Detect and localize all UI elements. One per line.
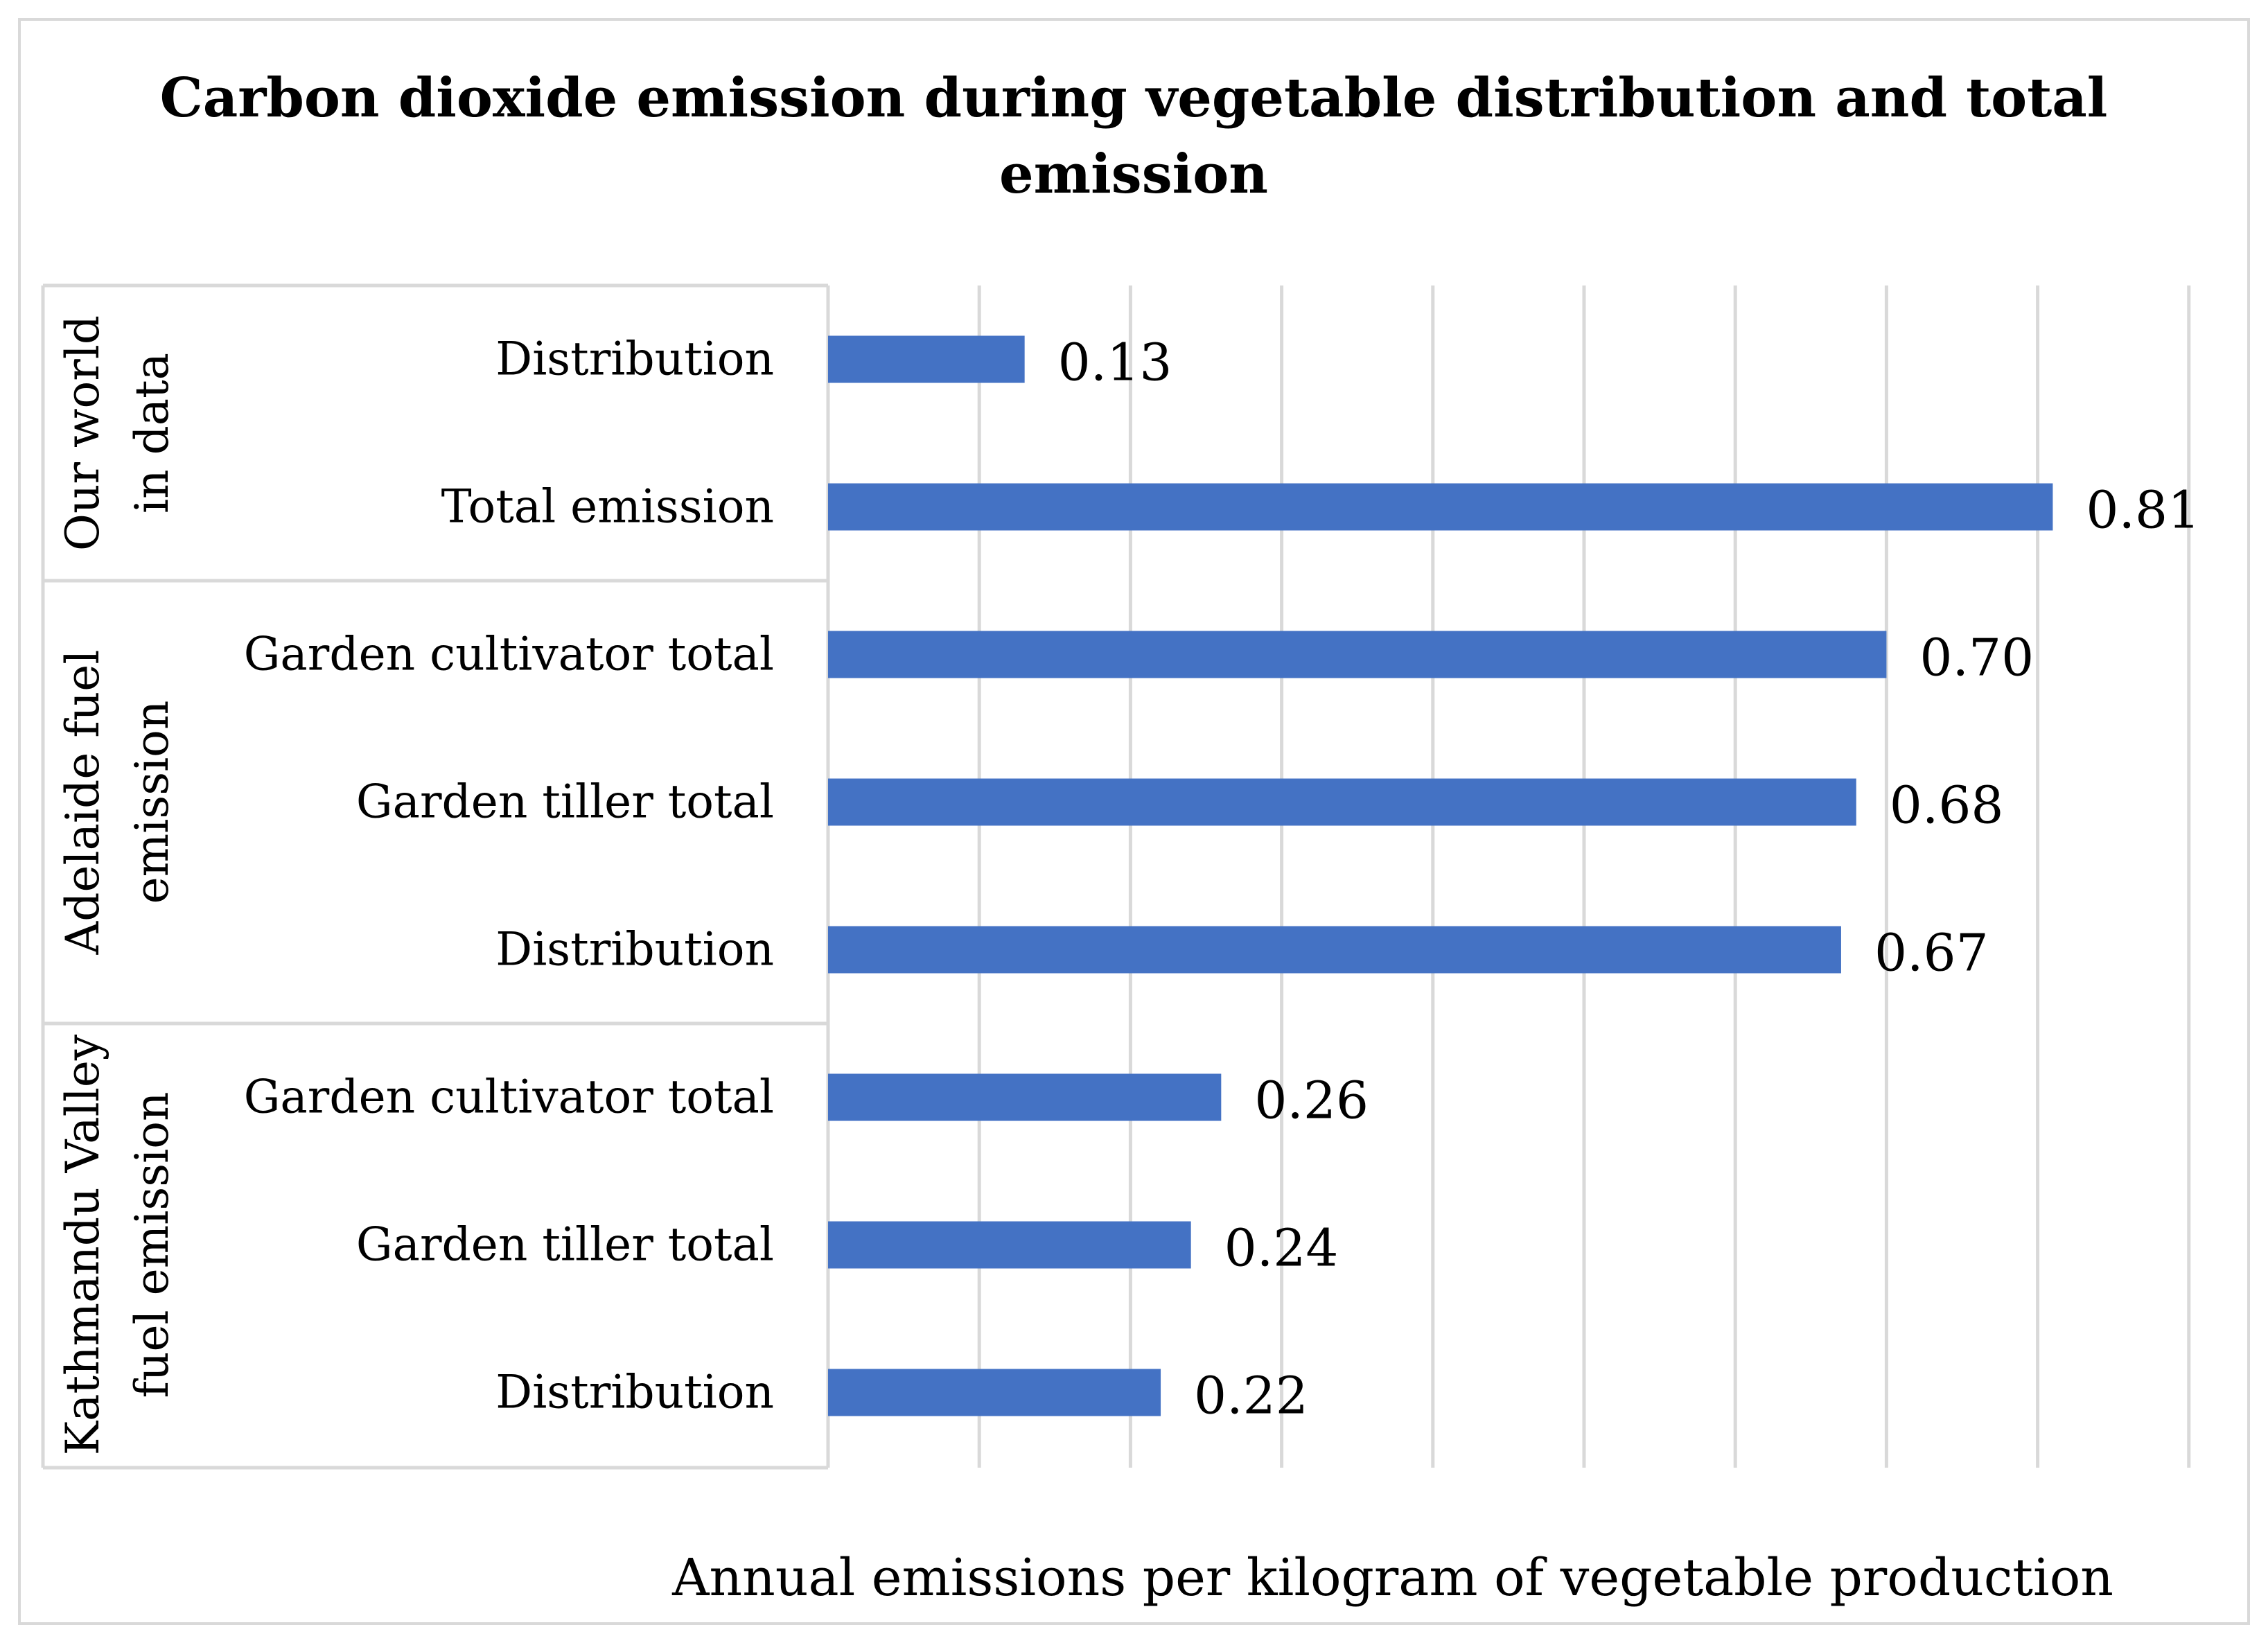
category-label-table: Our world in data Distribution Total emissi… <box>41 283 830 1470</box>
bar <box>828 1221 1191 1269</box>
bar <box>828 1369 1161 1416</box>
bar <box>828 778 1856 826</box>
group-label-line: Kathmandu Valley <box>56 1034 109 1455</box>
category-label: Distribution <box>495 923 774 976</box>
bar-value-label: 0.67 <box>1874 924 1989 983</box>
category-label: Garden tiller total <box>356 775 774 829</box>
chart-title-line-1: Carbon dioxide emission during vegetable… <box>160 67 2108 130</box>
group-label-line: emission <box>125 701 179 904</box>
group-label: Kathmandu Valley fuel emission <box>56 1034 179 1455</box>
bar <box>828 483 2053 531</box>
category-label: Garden cultivator total <box>244 1071 774 1124</box>
bar-value-label: 0.22 <box>1194 1367 1308 1426</box>
bar-value-label: 0.26 <box>1254 1071 1369 1131</box>
group-label-line: Our world <box>56 315 109 551</box>
bar-value-label: 0.68 <box>1890 776 2004 836</box>
bar-value-label: 0.81 <box>2086 481 2200 541</box>
bars: 0.13 0.81 0.70 0.68 0.67 0.26 0.24 0.22 <box>828 333 2200 1426</box>
group-label-line: fuel emission <box>125 1092 179 1398</box>
group-label-line: in data <box>125 353 179 513</box>
bar <box>828 335 1025 383</box>
category-label: Total emission <box>441 480 774 534</box>
bar <box>828 1073 1222 1121</box>
category-label: Distribution <box>495 333 774 386</box>
group-label: Adelaide fuel emission <box>56 650 179 956</box>
bar-value-label: 0.24 <box>1224 1219 1339 1279</box>
gridlines <box>977 285 2191 1468</box>
chart-title-line-2: emission <box>999 143 1268 206</box>
bar <box>828 926 1841 974</box>
bar-value-label: 0.13 <box>1058 333 1172 393</box>
category-label: Garden cultivator total <box>244 628 774 681</box>
category-label: Garden tiller total <box>356 1218 774 1272</box>
category-label: Distribution <box>495 1366 774 1419</box>
bar <box>828 631 1887 678</box>
bar-value-label: 0.70 <box>1919 629 2034 688</box>
group-label: Our world in data <box>56 315 179 551</box>
x-axis-title: Annual emissions per kilogram of vegetab… <box>671 1548 2113 1608</box>
group-label-line: Adelaide fuel <box>56 650 109 956</box>
